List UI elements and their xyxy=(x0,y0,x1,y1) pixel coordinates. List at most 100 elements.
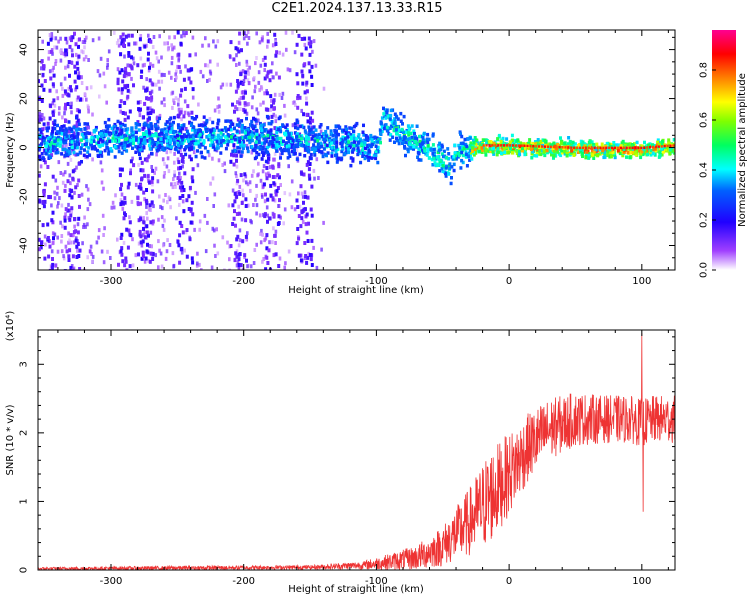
heatmap-cell xyxy=(127,42,131,47)
heatmap-cell xyxy=(164,193,167,197)
heatmap-cell xyxy=(450,165,454,169)
heatmap-cell xyxy=(209,131,213,136)
heatmap-cell xyxy=(71,53,74,58)
heatmap-cell xyxy=(393,119,397,123)
heatmap-cell xyxy=(143,235,147,240)
heatmap-cell xyxy=(263,214,267,219)
heatmap-cell xyxy=(158,116,161,121)
heatmap-cell xyxy=(518,152,522,157)
heatmap-cell xyxy=(53,232,57,237)
heatmap-cell xyxy=(74,42,78,47)
heatmap-cell xyxy=(240,150,244,154)
heatmap-cell xyxy=(271,175,275,179)
heatmap-cell xyxy=(164,130,168,134)
heatmap-cell xyxy=(169,130,173,134)
heatmap-cell xyxy=(248,65,251,70)
heatmap-cell xyxy=(357,149,361,154)
heatmap-cell xyxy=(499,139,503,144)
heatmap-cell xyxy=(44,242,47,247)
heatmap-cell xyxy=(290,145,294,149)
heatmap-cell xyxy=(61,115,64,120)
heatmap-cell xyxy=(295,42,299,47)
heatmap-cell xyxy=(51,68,54,73)
heatmap-cell xyxy=(117,139,121,143)
heatmap-cell xyxy=(74,152,78,157)
heatmap-cell xyxy=(70,48,74,53)
heatmap-cell xyxy=(154,82,158,87)
heatmap-cell xyxy=(58,196,61,201)
heatmap-cell xyxy=(156,135,160,139)
heatmap-cell xyxy=(77,254,81,258)
heatmap-cell xyxy=(125,131,129,135)
heatmap-cell xyxy=(406,147,410,151)
heatmap-cell xyxy=(67,129,71,134)
heatmap-cell xyxy=(152,133,155,138)
heatmap-cell xyxy=(270,98,273,103)
heatmap-cell xyxy=(70,138,74,142)
heatmap-x-axis-label: Height of straight line (km) xyxy=(288,285,424,296)
heatmap-cell xyxy=(308,253,312,257)
heatmap-cell xyxy=(106,58,109,63)
heatmap-cell xyxy=(179,176,182,180)
heatmap-cell xyxy=(76,127,80,131)
heatmap-cell xyxy=(255,131,259,136)
heatmap-cell xyxy=(197,142,201,146)
heatmap-cell xyxy=(156,179,160,184)
heatmap-cell xyxy=(173,147,177,151)
heatmap-cell xyxy=(126,63,129,68)
heatmap-cell xyxy=(63,111,66,116)
heatmap-cell xyxy=(325,134,329,138)
heatmap-cell xyxy=(380,129,384,134)
heatmap-cell xyxy=(40,66,43,71)
heatmap-cell xyxy=(266,261,270,265)
heatmap-cell xyxy=(385,108,389,112)
heatmap-cell xyxy=(47,254,51,259)
heatmap-cell xyxy=(87,146,91,150)
heatmap-cell xyxy=(432,148,436,152)
heatmap-cell xyxy=(300,69,304,74)
heatmap-cell xyxy=(372,140,376,145)
heatmap-cell xyxy=(390,120,394,124)
heatmap-cell xyxy=(168,140,172,145)
heatmap-cell xyxy=(77,54,81,59)
heatmap-cell xyxy=(51,174,55,179)
heatmap-cell xyxy=(80,138,84,142)
heatmap-cell xyxy=(296,126,300,131)
heatmap-cell xyxy=(212,204,215,208)
heatmap-cell xyxy=(253,117,257,122)
heatmap-cell xyxy=(338,125,342,130)
heatmap-cell xyxy=(220,128,224,133)
heatmap-cell xyxy=(336,156,340,161)
heatmap-cell xyxy=(245,136,249,140)
heatmap-cell xyxy=(216,62,219,67)
heatmap-cell xyxy=(137,252,140,257)
heatmap-cell xyxy=(75,145,79,150)
heatmap-cell xyxy=(236,260,240,265)
heatmap-cell xyxy=(69,85,72,90)
heatmap-cell xyxy=(348,126,352,130)
heatmap-cell xyxy=(266,44,269,49)
heatmap-cell xyxy=(154,50,158,55)
heatmap-cell xyxy=(170,43,173,48)
heatmap-cell xyxy=(300,137,304,141)
heatmap-cell xyxy=(127,33,131,38)
heatmap-cell xyxy=(106,62,109,67)
heatmap-cell xyxy=(328,141,332,146)
heatmap-cell xyxy=(48,146,52,150)
heatmap-cell xyxy=(209,143,212,148)
heatmap-cell xyxy=(68,134,72,138)
heatmap-cell xyxy=(195,263,199,268)
heatmap-cell xyxy=(344,137,347,141)
heatmap-cell xyxy=(167,169,171,174)
heatmap-cell xyxy=(117,262,120,267)
heatmap-cell xyxy=(149,122,153,126)
heatmap-cell xyxy=(565,151,569,155)
heatmap-cell xyxy=(249,264,253,269)
heatmap-cell xyxy=(82,57,86,62)
heatmap-cell xyxy=(177,97,180,102)
heatmap-cell xyxy=(258,134,262,138)
heatmap-cell xyxy=(207,137,211,142)
heatmap-cell xyxy=(124,34,128,39)
heatmap-cell xyxy=(418,149,422,154)
heatmap-cell xyxy=(142,85,145,90)
